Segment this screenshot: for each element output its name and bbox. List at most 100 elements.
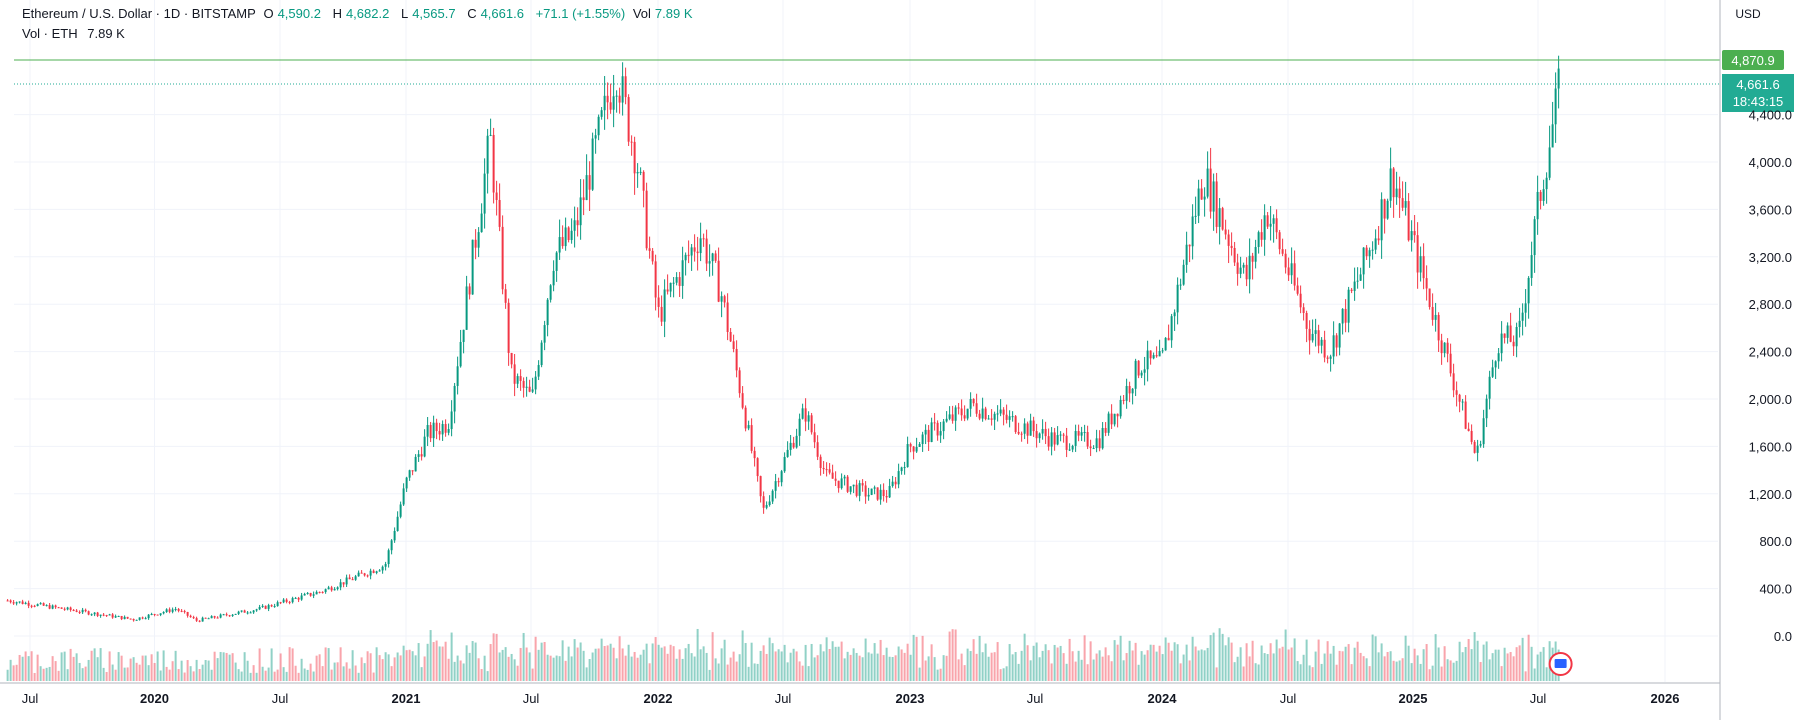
volume-bar [1434,634,1437,681]
candle-body [1107,413,1110,433]
volume-bar [678,649,681,681]
volume-bar [408,649,411,681]
price-tick-label: 1,200.0 [1749,487,1792,502]
volume-bar [627,644,630,681]
candle-body [330,587,333,591]
volume-bar [1338,650,1341,681]
candle-body [216,617,219,619]
volume-bar [1425,644,1428,681]
candle-body [1035,431,1038,439]
volume-bar [945,655,948,681]
volume-bar [84,666,87,681]
candle-body [1047,436,1050,447]
volume-bar [1095,653,1098,681]
candle-body [963,415,966,419]
candle-body [1044,428,1047,437]
candle-body [1236,262,1239,274]
volume-bar [843,658,846,681]
volume-bar [489,644,492,681]
volume-bar [756,663,759,681]
candle-body [1437,314,1440,341]
candle-body [768,501,771,506]
candle-body [354,576,357,580]
candle-body [288,601,291,603]
symbol-title[interactable]: Ethereum / U.S. Dollar · 1D · BITSTAMP [22,6,256,21]
volume-bar [42,668,45,681]
volume-bar [318,654,321,681]
candle-body [192,617,195,619]
volume-bar [1302,654,1305,681]
volume-bar [1155,651,1158,681]
candle-body [1365,247,1368,257]
candle-body [114,616,117,618]
candle-body [420,454,423,457]
volume-bar [1365,658,1368,681]
volume-bar [1380,643,1383,681]
volume-bar [585,667,588,681]
volume-bar [906,643,909,681]
volume-bar [1299,664,1302,681]
candle-body [1359,274,1362,281]
currency-button[interactable]: USD [1735,7,1761,21]
volume-bar [804,644,807,681]
volume-bar [780,651,783,681]
volume-bar [78,662,81,681]
volume-bar [1188,660,1191,681]
volume-bar [429,630,432,681]
candle-body [1257,232,1260,248]
volume-bar [1275,639,1278,681]
volume-bar [129,658,132,681]
volume-bar [1086,664,1089,681]
candle-body [669,282,672,292]
volume-bar [639,654,642,681]
candle-body [648,248,651,251]
time-tick-label: 2020 [140,691,169,706]
candle-body [51,605,54,609]
candle-body [1110,413,1113,425]
volume-bar [1401,658,1404,681]
volume-bar [75,653,78,681]
candle-body [537,365,540,377]
volume-bar [612,647,615,681]
volume-bar [438,646,441,681]
candle-body [336,587,339,590]
candle-body [579,197,582,226]
candle-body [1497,353,1500,362]
volume-bar [1542,647,1545,681]
candle-body [1149,350,1152,359]
volume-bar [258,648,261,681]
candle-body [675,277,678,283]
candle-body [1395,188,1398,198]
volume-bar [996,642,999,681]
volume-bar [573,639,576,681]
candle-body [273,606,276,608]
candle-body [678,277,681,286]
candle-body [708,261,711,264]
volume-bar [1023,633,1026,681]
volume-bar [948,631,951,681]
price-tick-label: 4,400.0 [1749,108,1792,123]
candle-body [723,296,726,303]
volume-bar [981,652,984,681]
candle-body [1527,277,1530,304]
candle-body [888,485,891,498]
volume-legend[interactable]: Vol · ETH 7.89 K [22,24,125,44]
candle-body [486,135,489,174]
volume-bar [1485,641,1488,681]
candle-body [1317,330,1320,346]
volume-bar [516,665,519,681]
volume-bar [144,655,147,681]
volume-bar [114,669,117,681]
candle-body [108,614,111,616]
volume-bar [1416,655,1419,681]
volume-bar [861,657,864,681]
volume-bar [1077,650,1080,681]
candle-body [1434,314,1437,320]
symbol-legend[interactable]: Ethereum / U.S. Dollar · 1D · BITSTAMP O… [22,4,701,24]
candle-body [1062,434,1065,436]
volume-bar [264,670,267,681]
candle-body [1404,201,1407,208]
volume-bar [174,650,177,681]
